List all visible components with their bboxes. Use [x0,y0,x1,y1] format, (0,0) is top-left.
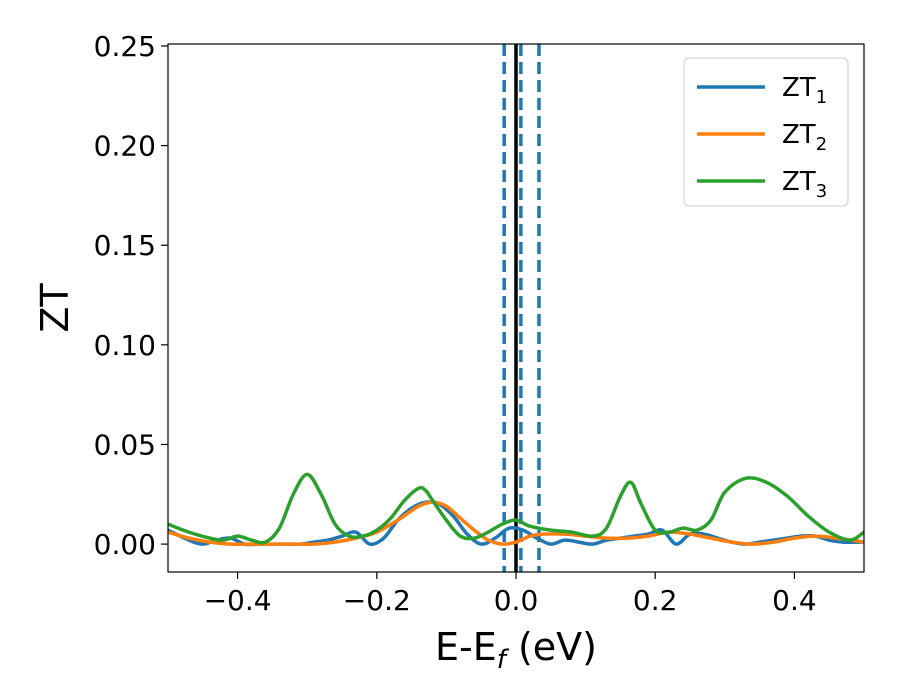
series-group [168,472,864,547]
legend: ZT1 ZT2 ZT3 [683,57,849,207]
x-tick-label: 0.2 [633,584,678,617]
legend-label-zt1: ZT1 [782,73,827,108]
y-axis-label: ZT [33,283,77,333]
y-tick-label: 0.25 [94,30,156,63]
legend-box [683,57,849,207]
y-tick-label: 0.00 [94,528,156,561]
legend-label-zt3: ZT3 [782,167,827,202]
y-tick-label: 0.20 [94,130,156,163]
series-line-zt3 [168,472,864,545]
y-tick-label: 0.15 [94,229,156,262]
x-tick-label: −0.2 [343,584,411,617]
x-axis-ticks: −0.4 −0.2 0.0 0.2 0.4 [204,572,817,617]
x-tick-label: −0.4 [204,584,272,617]
legend-label-zt2: ZT2 [782,120,827,155]
reference-lines [502,44,541,572]
x-tick-label: 0.0 [494,584,539,617]
x-axis-label: E-Ef (eV) [435,625,597,675]
y-axis-ticks: 0.00 0.05 0.10 0.15 0.20 0.25 [94,30,168,561]
series-line-zt2 [168,500,864,547]
y-tick-label: 0.05 [94,428,156,461]
x-tick-label: 0.4 [772,584,817,617]
y-tick-label: 0.10 [94,329,156,362]
